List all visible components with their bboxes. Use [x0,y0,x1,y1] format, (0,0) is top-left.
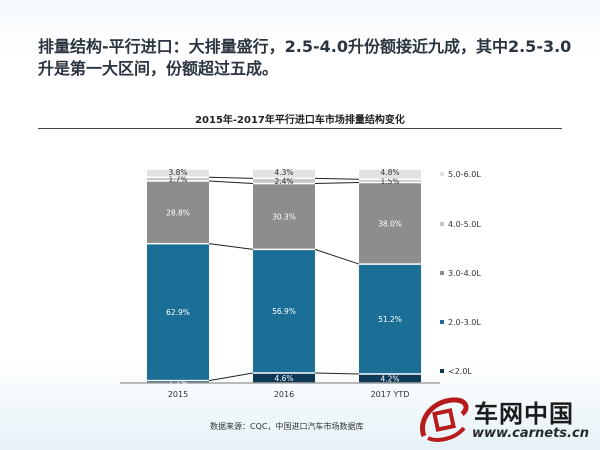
data-label: 3.8% [168,168,187,177]
data-label: 56.9% [272,307,296,316]
connector-line [208,180,254,185]
legend-swatch [440,271,444,275]
data-label: 62.9% [166,308,190,317]
x-tick-label: 2016 [274,390,294,399]
slide-headline: 排量结构-平行进口：大排量盛行，2.5-4.0升份额接近九成，其中2.5-3.0… [38,37,572,78]
legend-swatch [440,172,444,176]
data-source-note: 数据来源：CQC，中国进口汽车市场数据库 [210,422,364,431]
bar-segment [359,169,421,179]
legend-label: <2.0L [448,367,472,376]
connector-line [314,182,360,185]
data-label: 38.0% [378,219,402,228]
legend-label: 5.0-6.0L [448,170,481,179]
bar-segment [253,373,315,383]
bar-segment [253,169,315,178]
data-label: 1.1% [168,378,187,387]
legend-label: 3.0-4.0L [448,269,481,278]
data-label: 1.5% [380,177,399,186]
data-label: 28.8% [166,208,190,217]
legend-swatch [440,222,444,226]
connector-line [314,248,360,265]
data-label: 2.4% [274,177,293,186]
chart-title: 2015年-2017年平行进口车市场排量结构变化 [195,115,405,126]
data-label: 1.7% [168,175,187,184]
data-label: 4.2% [380,374,399,383]
data-label: 4.6% [274,374,293,383]
legend-swatch [440,369,444,373]
x-tick-label: 2015 [168,390,188,399]
logo-text: 车网中国 [474,400,574,428]
data-label: 4.8% [380,168,399,177]
bar-segment [253,184,315,249]
connector-line [208,372,254,382]
carnets-logo: 车网中国 www.carnets.cn [416,392,596,446]
connector-line [208,176,254,179]
bar-segment [253,250,315,373]
bar-segment [147,381,209,383]
carnets-logo-mark-icon [420,397,469,442]
bar-segment [359,183,421,264]
bar-segment [359,180,421,182]
bar-segment [147,178,209,181]
legend-swatch [440,320,444,324]
bar-segment [359,374,421,383]
bar-segment [253,179,315,183]
bar-segment [147,169,209,177]
logo-url: www.carnets.cn [472,426,589,441]
legend-label: 2.0-3.0L [448,318,481,327]
bar-segment [147,181,209,243]
bar-segment [147,244,209,380]
connector-line [314,372,360,375]
data-label: 30.3% [272,212,296,221]
connector-line [314,177,360,180]
legend-label: 4.0-5.0L [448,220,481,229]
chart-title-rule [38,128,562,129]
bar-segment [359,264,421,374]
data-label: 4.3% [274,168,293,177]
x-tick-label: 2017 YTD [371,390,410,399]
connector-line [208,243,254,250]
data-label: 51.2% [378,315,402,324]
